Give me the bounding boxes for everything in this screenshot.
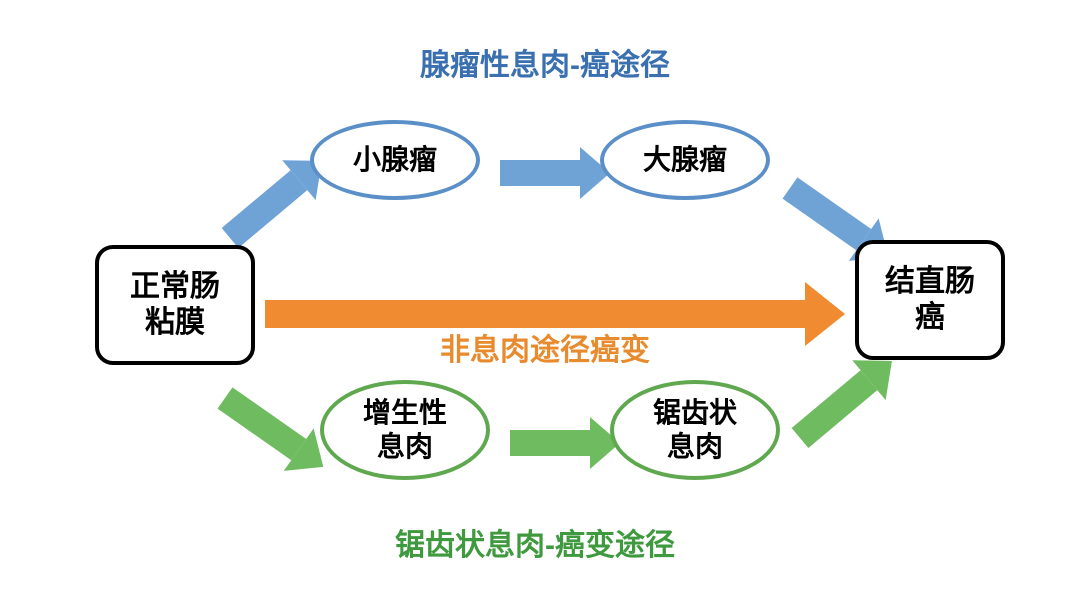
node-end: 结直肠癌 bbox=[855, 240, 1005, 360]
node-serrated-polyp: 锯齿状息肉 bbox=[610, 380, 780, 480]
node-large-adenoma-label: 大腺瘤 bbox=[643, 143, 727, 177]
arrow-start-to-bot1 bbox=[218, 387, 331, 477]
node-small-adenoma-label: 小腺瘤 bbox=[353, 143, 437, 177]
pathway-label-bottom: 锯齿状息肉-癌变途径 bbox=[395, 520, 675, 564]
node-start-label: 正常肠粘膜 bbox=[130, 269, 220, 341]
node-end-label: 结直肠癌 bbox=[885, 264, 975, 336]
flowchart-canvas: 正常肠粘膜 结直肠癌 小腺瘤 大腺瘤 增生性息肉 锯齿状息肉 腺瘤性息肉-癌途径… bbox=[0, 0, 1080, 608]
pathway-label-middle: 非息肉途径癌变 bbox=[440, 325, 650, 369]
arrow-top1-to-top2 bbox=[500, 160, 610, 186]
node-start: 正常肠粘膜 bbox=[95, 245, 255, 365]
arrow-bot2-to-end bbox=[792, 351, 901, 448]
pathway-label-top: 腺瘤性息肉-癌途径 bbox=[420, 40, 670, 84]
node-hyperplastic-polyp: 增生性息肉 bbox=[320, 380, 490, 480]
arrow-bot1-to-bot2 bbox=[510, 430, 620, 456]
node-serrated-polyp-label: 锯齿状息肉 bbox=[653, 396, 737, 463]
node-large-adenoma: 大腺瘤 bbox=[600, 120, 770, 200]
node-small-adenoma: 小腺瘤 bbox=[310, 120, 480, 200]
node-hyperplastic-polyp-label: 增生性息肉 bbox=[363, 396, 447, 463]
arrow-middle-direct bbox=[265, 300, 845, 328]
